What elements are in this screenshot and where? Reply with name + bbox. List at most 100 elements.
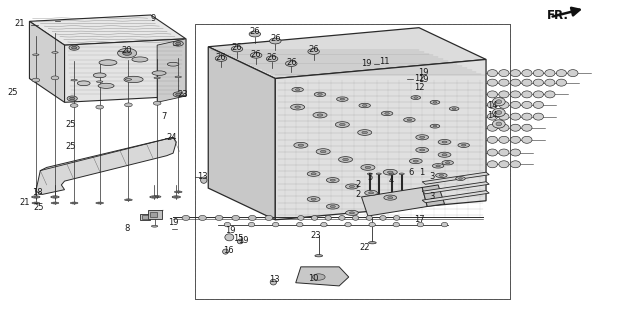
Ellipse shape [384, 195, 397, 200]
Ellipse shape [198, 215, 206, 220]
Ellipse shape [556, 70, 566, 77]
Ellipse shape [337, 97, 348, 101]
Ellipse shape [223, 249, 228, 254]
Ellipse shape [387, 171, 393, 173]
Ellipse shape [311, 216, 317, 220]
Ellipse shape [510, 70, 520, 77]
Ellipse shape [369, 241, 376, 244]
Text: 6: 6 [408, 168, 414, 177]
Ellipse shape [411, 96, 420, 100]
Ellipse shape [32, 202, 40, 204]
Ellipse shape [70, 202, 78, 204]
Ellipse shape [340, 123, 345, 126]
Ellipse shape [458, 143, 469, 147]
Circle shape [32, 78, 40, 82]
Ellipse shape [385, 113, 389, 114]
Ellipse shape [442, 154, 447, 156]
Text: 19: 19 [418, 68, 429, 77]
Bar [140, 214, 150, 220]
Polygon shape [275, 59, 486, 220]
Ellipse shape [321, 151, 326, 153]
Ellipse shape [367, 173, 372, 174]
Ellipse shape [326, 178, 339, 183]
Ellipse shape [366, 216, 372, 220]
Ellipse shape [345, 222, 351, 227]
Ellipse shape [150, 196, 158, 198]
Ellipse shape [52, 52, 58, 53]
Ellipse shape [132, 57, 148, 62]
Ellipse shape [98, 83, 114, 88]
Ellipse shape [154, 196, 161, 197]
Polygon shape [296, 267, 349, 286]
Ellipse shape [413, 160, 419, 162]
Text: 19: 19 [168, 218, 179, 227]
Text: 26: 26 [308, 45, 319, 55]
Ellipse shape [461, 144, 466, 146]
Ellipse shape [545, 79, 555, 86]
Text: 2: 2 [356, 190, 361, 199]
Ellipse shape [568, 70, 578, 77]
Ellipse shape [296, 222, 303, 227]
Ellipse shape [407, 119, 412, 121]
Ellipse shape [317, 93, 323, 95]
Circle shape [266, 56, 278, 62]
Ellipse shape [380, 216, 386, 220]
Ellipse shape [339, 157, 353, 162]
Ellipse shape [362, 105, 367, 107]
Ellipse shape [533, 70, 543, 77]
Text: 17: 17 [413, 215, 424, 224]
Circle shape [173, 41, 183, 46]
Ellipse shape [522, 101, 532, 108]
Ellipse shape [499, 149, 509, 156]
Text: 26: 26 [286, 58, 296, 67]
Ellipse shape [358, 130, 372, 135]
Ellipse shape [452, 108, 456, 109]
Ellipse shape [510, 161, 520, 168]
Text: 21: 21 [20, 198, 30, 207]
Ellipse shape [487, 161, 497, 168]
Ellipse shape [365, 190, 378, 196]
Ellipse shape [125, 199, 132, 201]
Ellipse shape [404, 118, 415, 122]
Ellipse shape [388, 197, 393, 199]
Ellipse shape [307, 197, 320, 202]
Ellipse shape [492, 98, 505, 106]
Text: 19: 19 [225, 226, 236, 234]
Ellipse shape [510, 149, 520, 156]
Ellipse shape [292, 87, 303, 92]
Polygon shape [422, 191, 489, 203]
Ellipse shape [125, 79, 132, 80]
Ellipse shape [533, 113, 543, 120]
Text: 8: 8 [124, 224, 130, 233]
Text: FR.: FR. [547, 9, 569, 22]
Polygon shape [208, 28, 486, 78]
Polygon shape [36, 137, 176, 195]
Circle shape [249, 31, 260, 37]
Ellipse shape [499, 70, 509, 77]
Ellipse shape [394, 216, 400, 220]
Text: 19: 19 [238, 236, 248, 245]
Text: 4: 4 [389, 176, 394, 185]
Ellipse shape [224, 222, 230, 227]
Ellipse shape [522, 91, 532, 98]
Ellipse shape [349, 212, 355, 214]
Ellipse shape [510, 113, 520, 120]
Ellipse shape [156, 196, 159, 197]
Ellipse shape [522, 79, 532, 86]
Text: 26: 26 [251, 49, 262, 59]
Ellipse shape [439, 174, 444, 176]
Text: 12: 12 [413, 83, 424, 92]
Polygon shape [65, 39, 186, 102]
Polygon shape [29, 21, 65, 102]
Ellipse shape [496, 122, 502, 126]
Circle shape [67, 96, 77, 101]
Ellipse shape [442, 141, 447, 143]
Circle shape [96, 105, 104, 109]
Ellipse shape [416, 135, 429, 140]
Ellipse shape [459, 178, 463, 179]
Text: 5: 5 [367, 174, 372, 182]
Ellipse shape [487, 101, 497, 108]
Text: 2: 2 [356, 181, 361, 189]
Ellipse shape [499, 79, 509, 86]
Ellipse shape [295, 89, 300, 91]
